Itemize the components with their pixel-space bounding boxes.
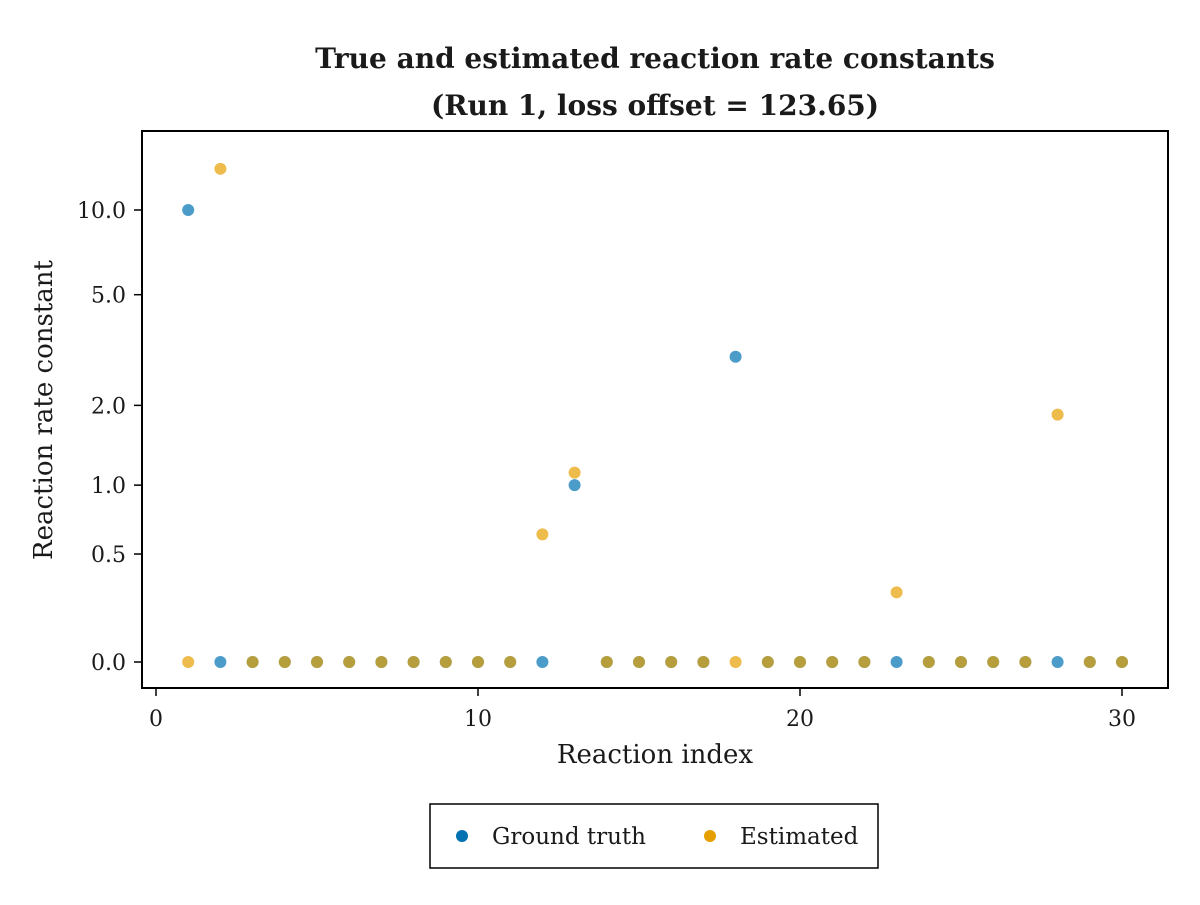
estimated-point (568, 466, 581, 479)
y-tick-label: 0.0 (91, 651, 126, 676)
estimated-point (375, 656, 388, 668)
chart-subtitle: (Run 1, loss offset = 123.65) (431, 89, 879, 122)
x-tick-label: 30 (1108, 707, 1136, 732)
y-tick-label: 5.0 (91, 284, 126, 309)
chart-title: True and estimated reaction rate constan… (315, 42, 995, 75)
estimated-point (439, 656, 452, 668)
ground-truth-point (568, 479, 581, 492)
estimated-point (472, 656, 484, 668)
legend-label-estimated: Estimated (740, 824, 859, 850)
estimated-point (633, 656, 645, 668)
estimated-point (665, 656, 678, 668)
x-axis-label: Reaction index (557, 740, 754, 770)
y-tick-label: 1.0 (91, 474, 126, 499)
estimated-point (955, 656, 967, 668)
ground-truth-point (214, 656, 227, 668)
estimated-point (246, 656, 259, 668)
legend-marker-ground-truth (456, 830, 468, 842)
estimated-point (600, 656, 613, 668)
legend-box (429, 803, 879, 869)
plot-frame (141, 130, 1169, 689)
legend-marker-estimated (704, 830, 716, 842)
estimated-point (1116, 656, 1128, 668)
estimated-point (729, 656, 742, 668)
estimated-point (1019, 656, 1032, 668)
estimated-point (858, 656, 871, 668)
estimated-point (407, 656, 420, 668)
estimated-point (794, 656, 806, 668)
y-axis-label: Reaction rate constant (29, 259, 59, 559)
estimated-point (182, 656, 195, 668)
estimated-point (278, 656, 291, 668)
y-tick-label: 10.0 (77, 199, 126, 224)
x-axis: 0 10 20 30 (149, 688, 1136, 732)
y-axis: 0.0 0.5 1.0 2.0 5.0 10.0 (77, 199, 142, 676)
estimated-point (697, 656, 710, 668)
estimated-point (504, 656, 517, 668)
estimated-point (536, 528, 549, 541)
estimated-point (890, 586, 903, 599)
ground-truth-point (182, 204, 195, 216)
x-tick-label: 0 (149, 707, 163, 732)
ground-truth-point (729, 350, 742, 363)
data-points (182, 162, 1128, 668)
estimated-point (1083, 656, 1096, 668)
estimated-point (214, 162, 227, 175)
x-tick-label: 10 (464, 707, 492, 732)
estimated-point (987, 656, 1000, 668)
y-tick-label: 2.0 (91, 394, 126, 419)
y-tick-label: 0.5 (91, 543, 126, 568)
estimated-point (1051, 408, 1064, 421)
estimated-point (311, 656, 323, 668)
estimated-point (826, 656, 839, 668)
legend: Ground truth Estimated (429, 803, 879, 869)
estimated-point (343, 656, 356, 668)
estimated-point (761, 656, 774, 668)
ground-truth-point (536, 656, 549, 668)
ground-truth-point (1051, 656, 1064, 668)
x-tick-label: 20 (786, 707, 814, 732)
ground-truth-point (890, 656, 903, 668)
legend-label-ground-truth: Ground truth (492, 824, 646, 850)
estimated-point (922, 656, 935, 668)
